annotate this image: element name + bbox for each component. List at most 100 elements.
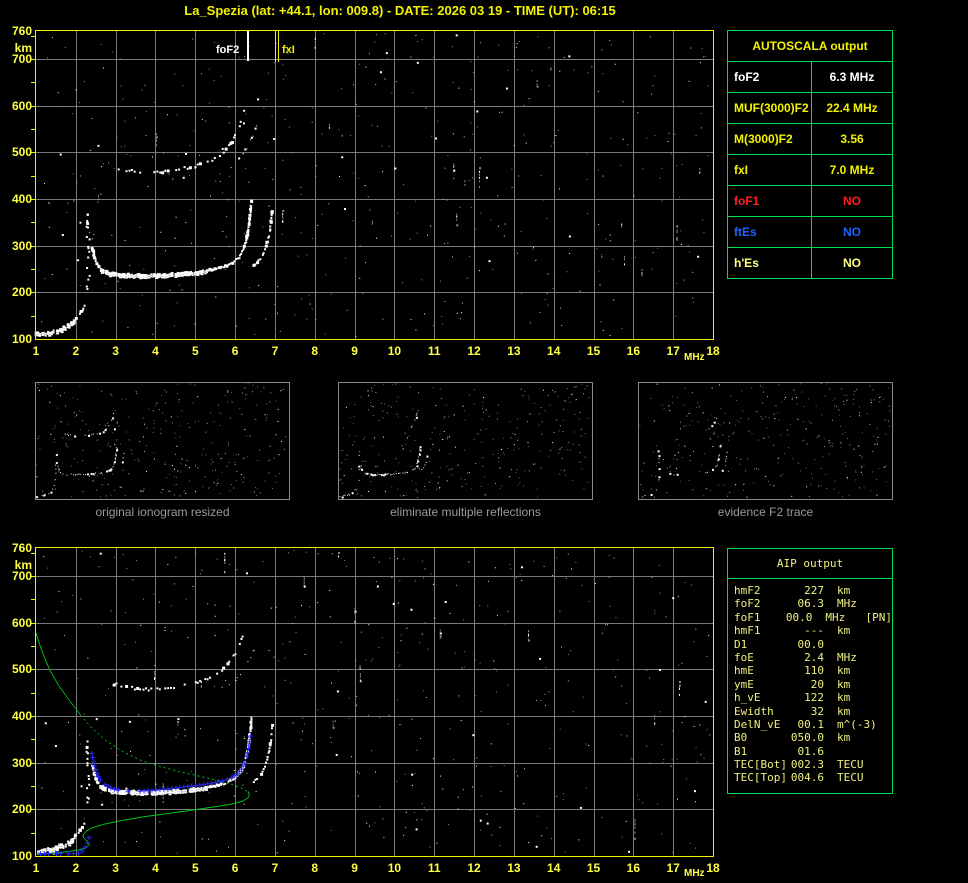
window-title: La_Spezia (lat: +44.1, lon: 009.8) - DAT…: [184, 3, 616, 18]
y-tick-label: 300: [11, 238, 32, 253]
thumbnail-eliminate-reflections-caption: eliminate multiple reflections: [390, 505, 541, 519]
autoscala-panel-title: AUTOSCALA output: [728, 31, 892, 62]
aip-row: hmE 110 km: [734, 664, 892, 677]
aip-row-unit: km: [837, 624, 851, 638]
x-tick-label: 5: [191, 344, 199, 358]
y-tick-label: 500: [11, 145, 32, 160]
bottom-x-axis-unit: MHz: [684, 868, 705, 879]
autoscala-row-value: 3.56: [840, 132, 864, 146]
aip-row-label: hmF2: [734, 584, 761, 597]
autoscala-rows: foF2 6.3 MHz MUF(3000)F2 22.4 MHz M(3000)F2 3…: [728, 62, 892, 278]
aip-row: h_vE 122 km: [734, 691, 892, 704]
aip-row-value: 002.3: [790, 758, 824, 772]
autoscala-row: foF2 6.3 MHz: [728, 62, 892, 93]
autoscala-row: foF1 NO: [728, 186, 892, 217]
x-tick-label: 6: [231, 861, 239, 875]
aip-row-label: TEC[Bot]: [734, 758, 787, 772]
thumbnail-evidence-f2-caption: evidence F2 trace: [717, 505, 814, 519]
aip-row-label: foF2: [734, 597, 761, 611]
aip-row-unit: MHz: [825, 610, 846, 624]
aip-row-label: ymE: [734, 677, 754, 691]
aip-row-value: 00.0: [797, 637, 825, 651]
aip-row-unit: [837, 745, 883, 758]
aip-row: hmF1 --- km: [734, 624, 892, 637]
y-tick-label: 200: [11, 802, 32, 817]
x-tick-label: 12: [467, 344, 481, 358]
x-tick-label: 13: [507, 344, 521, 358]
x-tick-label: 18: [706, 861, 720, 875]
aip-row-label: foE: [734, 650, 754, 664]
autoscala-row-value: 6.3 MHz: [829, 70, 875, 84]
x-tick-label: 15: [586, 344, 601, 358]
autoscala-output-panel: AUTOSCALA output foF2 6.3 MHz MUF(3000)F2 2…: [727, 30, 893, 279]
aip-row-label: h_vE: [734, 691, 761, 705]
x-tick-label: 16: [626, 861, 641, 875]
y-tick-label: 500: [11, 662, 32, 677]
aip-row-value: 00.0: [785, 610, 813, 624]
x-tick-label: 18: [706, 344, 720, 358]
x-tick-label: 14: [547, 861, 561, 875]
x-tick-label: 8: [311, 861, 319, 875]
aip-row: hmF2 227 km: [734, 584, 892, 597]
y-tick-label: 100: [11, 849, 32, 863]
y-tick-label: 760: [11, 24, 32, 38]
thumbnail-original-canvas: [36, 383, 289, 499]
x-tick-label: 11: [427, 344, 441, 358]
top-x-axis-unit: MHz: [684, 352, 705, 363]
aip-row-value: 2.4: [804, 650, 824, 664]
thumbnail-original: [35, 382, 290, 500]
y-tick-label: 100: [11, 332, 32, 346]
autoscala-row-label: ftEs: [728, 217, 812, 247]
x-tick-label: 9: [351, 861, 358, 875]
aip-row-unit: km: [837, 704, 851, 718]
autoscala-row-label: MUF(3000)F2: [728, 93, 812, 123]
aip-row: TEC[Top] 004.6 TECU: [734, 771, 892, 784]
thumbnail-evidence-f2: [638, 382, 893, 500]
x-tick-label: 12: [467, 861, 481, 875]
aip-row-value: 06.3: [797, 597, 825, 611]
thumbnail-eliminate-reflections: [338, 382, 593, 500]
y-tick-label: 300: [11, 755, 32, 770]
aip-row: foF1 00.0 MHz [PN]: [734, 611, 892, 624]
aip-output-panel: AIP output hmF2 227 km foF2 06.3 MHz foF1 00.0 M…: [727, 548, 893, 794]
x-tick-label: 8: [311, 344, 319, 358]
autoscala-row: M(3000)F2 3.56: [728, 124, 892, 155]
aip-row-value: 00.1: [797, 717, 825, 731]
aip-row-label: TEC[Top]: [734, 771, 787, 785]
aip-panel-title: AIP output: [728, 549, 892, 579]
aip-row-unit: km: [837, 677, 851, 691]
autoscala-row-value: NO: [843, 256, 861, 270]
x-tick-label: 4: [152, 344, 159, 358]
x-tick-label: 10: [387, 861, 402, 875]
aip-row-label: hmF1: [734, 624, 761, 638]
autoscala-row-label: h'Es: [728, 248, 812, 278]
y-tick-label: 600: [11, 615, 32, 630]
aip-rows: hmF2 227 km foF2 06.3 MHz foF1 00.0 MHz [PN] hmF1-…: [728, 579, 892, 785]
aip-row-value: 01.6: [797, 744, 825, 758]
x-tick-label: 13: [507, 861, 521, 875]
x-tick-label: 7: [271, 861, 279, 875]
top-ionogram-canvas: [31, 30, 714, 340]
aip-row-unit: [837, 638, 883, 651]
autoscala-row-value: NO: [843, 225, 861, 239]
aip-row-unit: m^(-3): [837, 717, 877, 731]
aip-row-unit: km: [837, 664, 851, 678]
y-tick-label: 700: [11, 52, 32, 66]
aip-row-unit: MHz: [837, 597, 857, 611]
aip-row-unit: km: [837, 691, 851, 705]
thumbnail-eliminate-reflections-canvas: [339, 383, 592, 499]
autoscala-row-label: foF2: [728, 62, 812, 92]
x-tick-label: 17: [666, 344, 680, 358]
aip-row-label: B1: [734, 744, 748, 758]
y-tick-label: 760: [11, 541, 32, 555]
bottom-ionogram-canvas: [31, 547, 714, 857]
y-tick-label: 200: [11, 285, 32, 300]
aip-row-value: 050.0: [790, 731, 824, 745]
aip-row-value: 32: [810, 704, 824, 718]
x-tick-label: 1: [32, 344, 40, 358]
x-tick-label: 16: [626, 344, 641, 358]
aip-row-unit: km: [837, 731, 851, 745]
y-tick-label: 400: [11, 709, 32, 723]
aip-row: D1 00.0: [734, 638, 892, 651]
thumbnail-original-caption: original ionogram resized: [95, 505, 230, 519]
